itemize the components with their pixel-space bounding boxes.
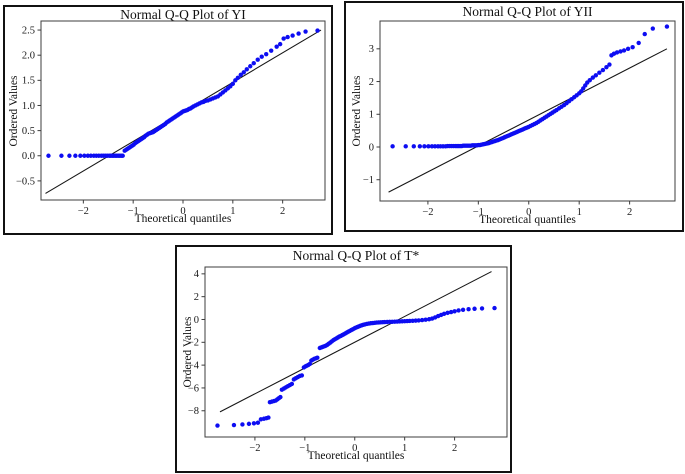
svg-text:2: 2 [280,206,285,217]
svg-text:0: 0 [180,206,185,217]
svg-text:2: 2 [452,443,457,454]
svg-text:0.5: 0.5 [22,126,35,137]
svg-text:0: 0 [369,142,374,153]
svg-text:2.0: 2.0 [22,51,35,62]
svg-text:2.5: 2.5 [22,25,35,36]
qq-plot-panel-yii: Normal Q-Q Plot of YII Ordered Values −2… [344,1,684,232]
svg-text:−1: −1 [128,206,139,217]
qq-plot-panel-yi: Normal Q-Q Plot of YI Ordered Values −2−… [3,5,333,235]
chart-title-tstar: Normal Q-Q Plot of T* [292,248,420,263]
x-axis-label: Theoretical quantiles [307,450,405,462]
svg-text:2: 2 [194,292,199,303]
chart-title-yi: Normal Q-Q Plot of YI [120,7,246,22]
svg-text:−1: −1 [299,443,310,454]
svg-text:−6: −6 [188,383,199,394]
svg-text:0: 0 [194,315,199,326]
svg-text:−1: −1 [473,207,484,218]
panel-inner: Normal Q-Q Plot of YII Ordered Values −2… [346,3,682,230]
svg-text:−4: −4 [188,361,200,372]
panel-inner: Normal Q-Q Plot of YI Ordered Values −2−… [5,7,331,233]
svg-text:2: 2 [627,207,632,218]
qq-plot-canvas-yii: −2 −1 0 1 2 −1 0 1 2 3 [363,20,676,218]
panel-inner: Normal Q-Q Plot of T* Ordered Values −2−… [177,247,510,471]
svg-text:0: 0 [526,207,531,218]
svg-text:3: 3 [369,44,374,55]
svg-text:−2: −2 [422,207,433,218]
svg-text:−8: −8 [188,406,199,417]
x-axis-label: Theoretical quantiles [134,213,232,225]
svg-text:1: 1 [369,110,374,121]
svg-text:1.5: 1.5 [22,76,35,87]
svg-text:1.0: 1.0 [22,101,35,112]
svg-text:−2: −2 [78,206,89,217]
svg-text:2: 2 [369,77,374,88]
svg-text:−0.5: −0.5 [16,176,35,187]
svg-text:−2: −2 [188,338,199,349]
qq-plot-panel-tstar: Normal Q-Q Plot of T* Ordered Values −2−… [175,245,512,473]
svg-text:1: 1 [577,207,582,218]
chart-title-yii: Normal Q-Q Plot of YII [462,4,593,19]
svg-text:−2: −2 [249,443,260,454]
svg-text:4: 4 [194,269,200,280]
svg-text:1: 1 [230,206,235,217]
svg-text:0.0: 0.0 [22,151,35,162]
svg-text:0: 0 [352,443,357,454]
x-axis-label: Theoretical quantiles [479,214,576,226]
qq-plot-canvas-tstar: −2 −1 0 1 2 −8 −6 −4 −2 0 2 4 [188,266,508,454]
svg-text:1: 1 [402,443,407,454]
svg-text:−1: −1 [363,175,374,186]
qq-plot-canvas-yi: −2 −1 0 1 2 −0.5 0.0 0.5 1.0 1.5 2.0 2.5 [16,20,326,217]
